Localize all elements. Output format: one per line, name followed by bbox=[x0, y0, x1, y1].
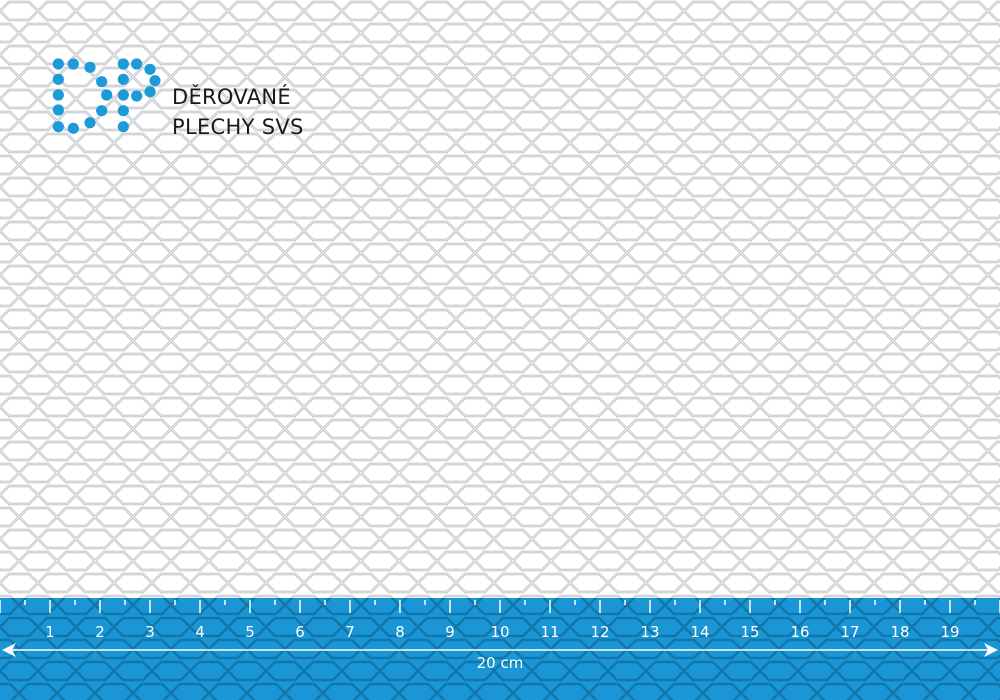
logo-dot bbox=[84, 117, 96, 129]
logo-dot bbox=[96, 76, 108, 88]
ruler-label: 14 bbox=[690, 623, 709, 641]
ruler-label: 4 bbox=[195, 623, 205, 641]
ruler-label: 18 bbox=[890, 623, 909, 641]
ruler-label: 8 bbox=[395, 623, 405, 641]
logo-line-1: DĚROVANÉ bbox=[172, 85, 291, 109]
ruler-label: 3 bbox=[145, 623, 155, 641]
logo-dot bbox=[149, 75, 161, 87]
ruler-label: 5 bbox=[245, 623, 255, 641]
ruler-label: 6 bbox=[295, 623, 305, 641]
logo-dot bbox=[52, 121, 64, 133]
ruler-label: 12 bbox=[590, 623, 609, 641]
dimension-label: 20 cm bbox=[477, 654, 524, 672]
logo-dot bbox=[117, 58, 129, 70]
logo-dot bbox=[52, 104, 64, 116]
logo-dot bbox=[52, 73, 64, 85]
ruler-label: 11 bbox=[540, 623, 559, 641]
ruler-label: 17 bbox=[840, 623, 859, 641]
logo-text: DĚROVANÉ PLECHY SVS bbox=[172, 82, 304, 142]
logo-dot bbox=[52, 89, 64, 101]
logo-dot bbox=[144, 86, 156, 98]
logo-dot bbox=[84, 61, 96, 73]
logo-dot bbox=[144, 63, 156, 75]
ruler-label: 2 bbox=[95, 623, 105, 641]
logo-dot bbox=[101, 89, 113, 101]
logo-dot bbox=[117, 89, 129, 101]
logo-dot bbox=[131, 58, 143, 70]
ruler-label: 15 bbox=[740, 623, 759, 641]
ruler-label: 13 bbox=[640, 623, 659, 641]
logo-dot bbox=[67, 122, 79, 134]
ruler-label: 10 bbox=[490, 623, 509, 641]
logo-dot bbox=[117, 105, 129, 117]
logo-dot bbox=[67, 58, 79, 70]
ruler-label: 9 bbox=[445, 623, 455, 641]
dimension-arrow bbox=[2, 643, 998, 657]
logo-dot bbox=[96, 105, 108, 117]
logo-mark bbox=[52, 58, 161, 134]
logo-dot bbox=[131, 90, 143, 102]
logo-dot bbox=[117, 121, 129, 133]
logo-line-2: PLECHY SVS bbox=[172, 115, 304, 139]
logo-dot bbox=[117, 73, 129, 85]
ruler-label: 7 bbox=[345, 623, 355, 641]
logo-dot bbox=[52, 58, 64, 70]
ruler-label: 19 bbox=[940, 623, 959, 641]
ruler-label: 16 bbox=[790, 623, 809, 641]
ruler-label: 1 bbox=[45, 623, 55, 641]
